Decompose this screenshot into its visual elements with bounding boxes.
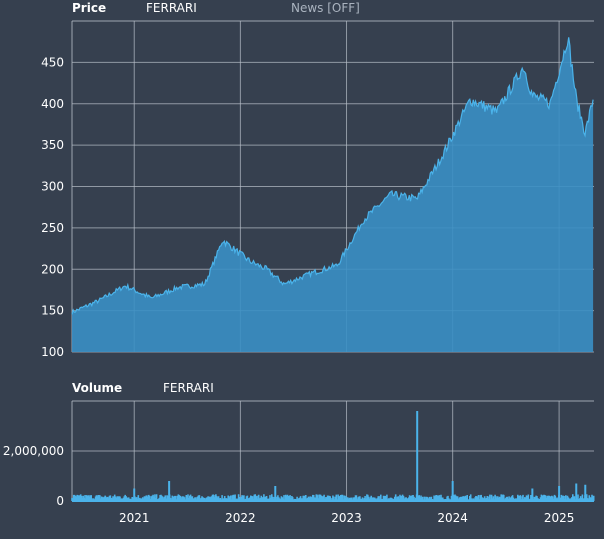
price-line bbox=[71, 37, 594, 315]
price-area bbox=[72, 37, 594, 353]
volume-tick-label-0: 0 bbox=[56, 494, 64, 508]
x-tick-label-2021: 2021 bbox=[119, 511, 150, 525]
price-tick-label-300: 300 bbox=[41, 180, 64, 194]
price-series-label: FERRARI bbox=[146, 1, 197, 15]
price-tick-label-100: 100 bbox=[41, 345, 64, 359]
volume-bars bbox=[71, 494, 595, 501]
price-tick-label-150: 150 bbox=[41, 304, 64, 318]
price-tick-label-400: 400 bbox=[41, 97, 64, 111]
volume-series-label: FERRARI bbox=[163, 381, 214, 395]
volume-tick-label-1: 2,000,000 bbox=[3, 444, 64, 458]
price-tick-label-250: 250 bbox=[41, 221, 64, 235]
volume-panel-title: Volume bbox=[72, 381, 123, 395]
news-toggle[interactable]: News [OFF] bbox=[291, 1, 360, 15]
price-tick-label-450: 450 bbox=[41, 55, 64, 69]
price-tick-label-200: 200 bbox=[41, 262, 64, 276]
x-tick-label-2022: 2022 bbox=[225, 511, 256, 525]
price-tick-label-350: 350 bbox=[41, 138, 64, 152]
x-tick-label-2023: 2023 bbox=[331, 511, 362, 525]
price-panel-title: Price bbox=[72, 1, 107, 15]
x-tick-label-2025: 2025 bbox=[544, 511, 575, 525]
x-tick-label-2024: 2024 bbox=[437, 511, 468, 525]
